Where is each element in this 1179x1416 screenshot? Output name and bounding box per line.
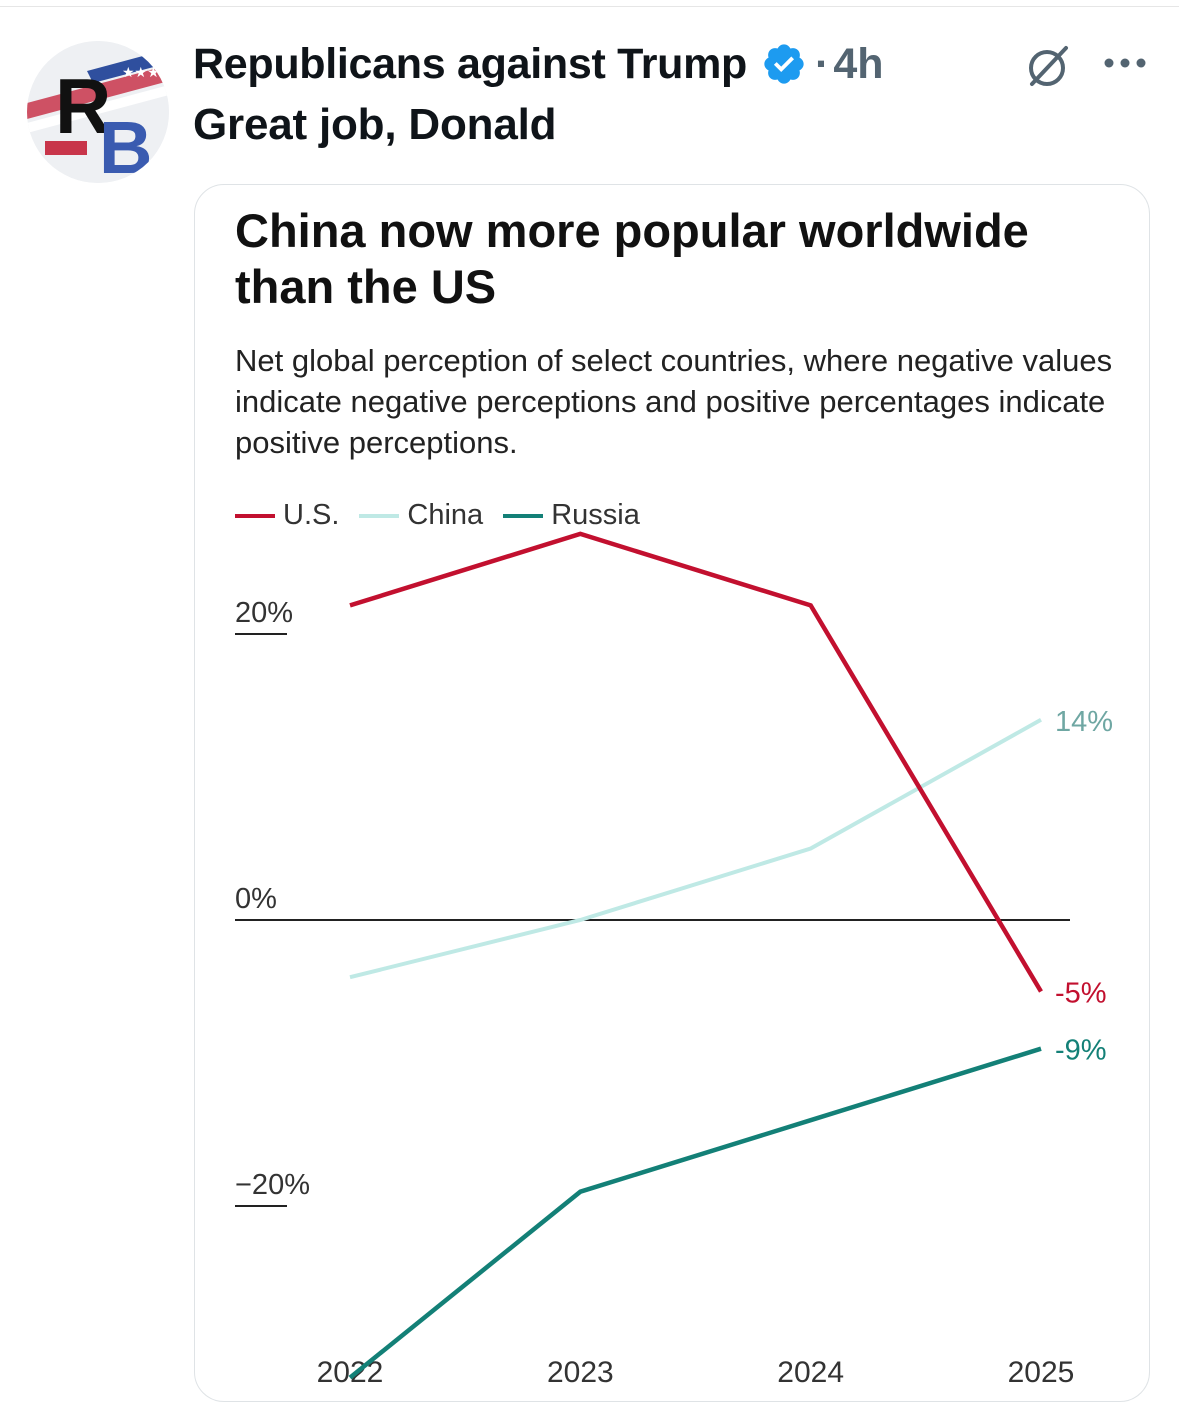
end-value-label: -5% (1055, 978, 1107, 1010)
top-divider (0, 0, 1179, 7)
legend-item-china: China (359, 499, 483, 532)
chart-subtitle: Net global perception of select countrie… (235, 343, 1113, 460)
legend-label-us: U.S. (283, 499, 340, 531)
more-options-icon[interactable] (1101, 48, 1149, 78)
svg-text:B: B (99, 106, 152, 183)
timestamp[interactable]: 4h (833, 39, 884, 88)
verified-badge-icon[interactable] (761, 41, 807, 87)
y-tick-label: −20% (235, 1169, 310, 1201)
legend-swatch-russia (503, 513, 544, 518)
x-tick-label: 2025 (1008, 1356, 1075, 1389)
avatar[interactable]: ★★★ R B (27, 41, 169, 183)
grok-icon[interactable] (1024, 42, 1072, 90)
end-value-label: 14% (1055, 706, 1113, 738)
series-line-us (349, 531, 1043, 993)
svg-text:R: R (55, 62, 111, 150)
legend-label-china: China (407, 499, 484, 531)
separator-dot: · (815, 39, 830, 88)
legend-item-russia: Russia (503, 499, 640, 532)
y-tick-label: 20% (235, 597, 293, 629)
chart-title: China now more popular worldwide than th… (235, 204, 1029, 313)
end-value-label: -9% (1055, 1035, 1107, 1067)
media-card[interactable]: China now more popular worldwide than th… (194, 184, 1150, 1402)
series-line-russia (348, 1046, 1042, 1380)
tweet-header: Republicans against Trump · 4h (193, 36, 884, 92)
line-chart: 20%0%−20%2022 2023 2024 2025-5%14%-9% (235, 531, 1113, 1389)
x-tick-label: 2024 (777, 1356, 844, 1389)
legend-swatch-china (359, 513, 400, 518)
chart-legend: U.S. China Russia (235, 499, 660, 532)
svg-text:★★★: ★★★ (122, 65, 160, 81)
legend-label-russia: Russia (551, 499, 640, 531)
author-name[interactable]: Republicans against Trump (193, 39, 747, 88)
x-tick-label: 2023 (547, 1356, 614, 1389)
series-line-china (349, 718, 1042, 980)
legend-swatch-us (235, 513, 275, 518)
y-tick-label: 0% (235, 883, 277, 915)
legend-item-us: U.S. (235, 499, 339, 532)
tweet-text: Great job, Donald (193, 100, 557, 149)
avatar-logo: ★★★ R B (27, 41, 169, 183)
